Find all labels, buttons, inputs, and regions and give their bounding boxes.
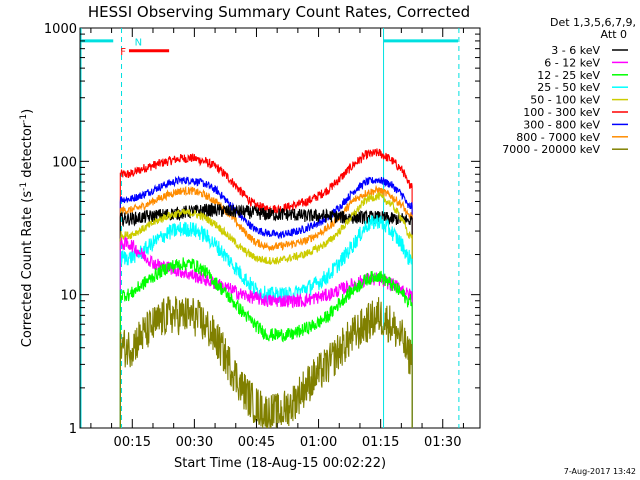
series-layer xyxy=(119,148,413,429)
y-tick-label: 10 xyxy=(60,289,77,304)
y-axis-label-end: ) xyxy=(20,109,35,114)
y-axis-label-exp1: -1 xyxy=(19,182,29,191)
y-tick-label: 1000 xyxy=(44,22,77,37)
x-axis-label: Start Time (18-Aug-15 00:02:22) xyxy=(174,456,386,471)
series-line xyxy=(119,257,413,428)
series-line xyxy=(119,175,413,428)
y-axis-label: Corrected Count Rate (s-1 detector-1) xyxy=(19,109,35,347)
y-axis-label-exp2: -1 xyxy=(19,114,29,123)
legend-label: 25 - 50 keV xyxy=(537,81,600,94)
legend-label: 3 - 6 keV xyxy=(551,44,600,57)
series-line xyxy=(119,184,413,428)
chart-title: HESSI Observing Summary Count Rates, Cor… xyxy=(88,3,470,21)
flag-layer: FN xyxy=(120,38,170,58)
timestamp: 7-Aug-2017 13:42 xyxy=(564,467,636,476)
legend-label: 300 - 800 keV xyxy=(523,118,600,131)
x-tick-label: 01:00 xyxy=(300,435,337,450)
x-tick-label: 00:15 xyxy=(114,435,151,450)
legend-label: 6 - 12 keV xyxy=(544,56,600,69)
y-axis: 1 10 100 1000 xyxy=(44,22,480,437)
x-axis: 00:15 00:30 00:45 01:00 01:15 01:30 xyxy=(90,28,464,450)
legend-header-line1: Det 1,3,5,6,7,9, xyxy=(550,16,636,29)
legend-label: 50 - 100 keV xyxy=(530,94,600,107)
saa-flag-label: N xyxy=(135,38,142,49)
legend-header-line2: Att 0 xyxy=(601,28,627,41)
series-line xyxy=(119,236,413,428)
legend-label: 100 - 300 keV xyxy=(523,106,600,119)
flare-flag-label: F xyxy=(120,47,126,58)
legend-label: 12 - 25 keV xyxy=(537,69,600,82)
plot-frame xyxy=(79,27,481,429)
event-markers xyxy=(80,28,460,428)
y-axis-label-mid: detector xyxy=(20,122,35,182)
y-tick-label: 100 xyxy=(52,155,77,170)
y-tick-label: 1 xyxy=(69,422,77,437)
series-line xyxy=(119,148,413,428)
x-tick-label: 00:45 xyxy=(238,435,275,450)
y-axis-label-base: Corrected Count Rate (s xyxy=(20,191,35,348)
x-tick-label: 00:30 xyxy=(176,435,213,450)
legend-label: 800 - 7000 keV xyxy=(516,131,600,144)
x-tick-label: 01:15 xyxy=(362,435,399,450)
x-tick-label: 01:30 xyxy=(424,435,461,450)
series-line xyxy=(119,296,413,429)
series-line xyxy=(119,191,413,428)
legend-label: 7000 - 20000 keV xyxy=(502,143,600,156)
